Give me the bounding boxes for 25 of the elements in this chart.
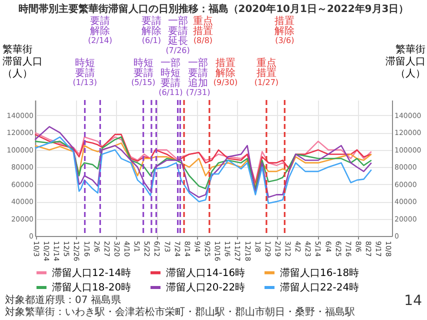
legend-label: 滞留人口18-20時 (52, 282, 132, 294)
ref-line-label: 重点措置(1/27) (254, 57, 279, 87)
y2-axis-title: 繁華街滞留人口（人） (386, 44, 426, 80)
ref-line-label: 要請解除(2/14) (88, 15, 112, 45)
text: 14 (404, 293, 422, 309)
ref-line-label: 時短要請(5/15) (131, 57, 156, 87)
text: 対象都道府県：07 福島県 (5, 294, 121, 306)
legend-label: 滞留人口16-18時 (280, 266, 360, 279)
ref-line-label: 時短要請(1/13) (72, 57, 97, 87)
chart-title: 時間帯別主要繁華街滞留人口の日別推移：福島（2020年10月1日～2022年9月3日） (18, 3, 409, 15)
legend-label: 滞留人口12-14時 (52, 266, 132, 279)
ref-line-label: 措置解除(9/30) (213, 57, 238, 87)
text: 対象繁華街：いわき駅・会津若松市栄町・郡山駅・郡山市朝日・桑野・福島駅 (5, 306, 355, 318)
legend-label: 滞留人口20-22時 (166, 282, 246, 294)
y-axis-title: 繁華街滞留人口（人） (2, 44, 42, 80)
ref-line-label: 一部要請追加(7/31) (186, 57, 210, 97)
ref-line-label: 重点措置(8/8) (193, 15, 213, 45)
line-series (34, 136, 372, 204)
ref-line-label: 一部時短要請(6/11) (158, 57, 183, 97)
legend-label: 滞留人口14-16時 (166, 266, 246, 279)
legend-label: 滞留人口22-24時 (280, 282, 360, 294)
line-series (34, 126, 372, 198)
ref-line-label: 一部要請延長(7/26) (166, 15, 190, 55)
ref-line-label: 要請解除(6/1) (141, 15, 162, 45)
ref-line-label: 措置解除(3/6) (274, 15, 295, 45)
